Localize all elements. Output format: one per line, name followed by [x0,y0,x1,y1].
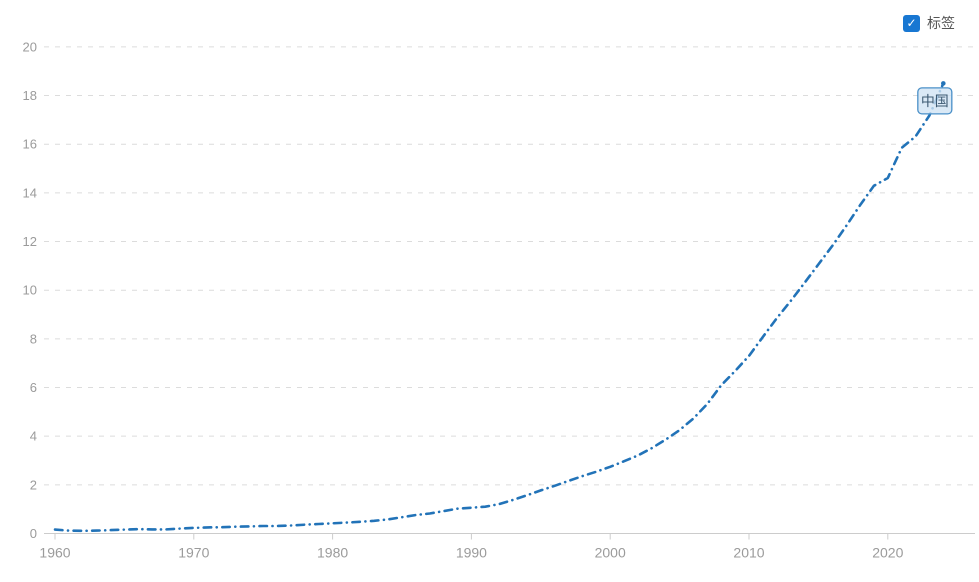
y-tick-label: 16 [23,137,37,152]
y-tick-label: 12 [23,234,37,249]
labels-checkbox-label: 标签 [927,15,955,31]
last-point-dot [941,81,946,86]
y-tick-label: 8 [30,331,37,346]
x-tick-label: 1990 [456,545,487,561]
y-tick-label: 10 [23,283,37,298]
gdp-series-line [53,82,945,533]
y-tick-label: 6 [30,380,37,395]
check-icon: ✓ [906,16,917,30]
x-tick-label: 1970 [178,545,209,561]
y-tick-label: 18 [23,88,37,103]
labels-checkbox[interactable]: ✓ [903,14,920,32]
y-tick-label: 4 [30,429,37,444]
x-tick-label: 2010 [733,545,764,561]
x-tick-label: 1980 [317,545,348,561]
series-end-label-text: 中国 [921,93,949,109]
y-tick-label: 0 [30,526,37,541]
labels-toggle[interactable]: ✓ 标签 [903,13,955,33]
y-tick-label: 2 [30,477,37,492]
y-tick-label: 14 [23,185,37,200]
x-tick-label: 2020 [872,545,903,561]
series-end-label-box [917,87,953,115]
x-tick-label: 2000 [595,545,626,561]
x-tick-label: 1960 [39,545,70,561]
y-tick-label: 20 [23,39,37,54]
